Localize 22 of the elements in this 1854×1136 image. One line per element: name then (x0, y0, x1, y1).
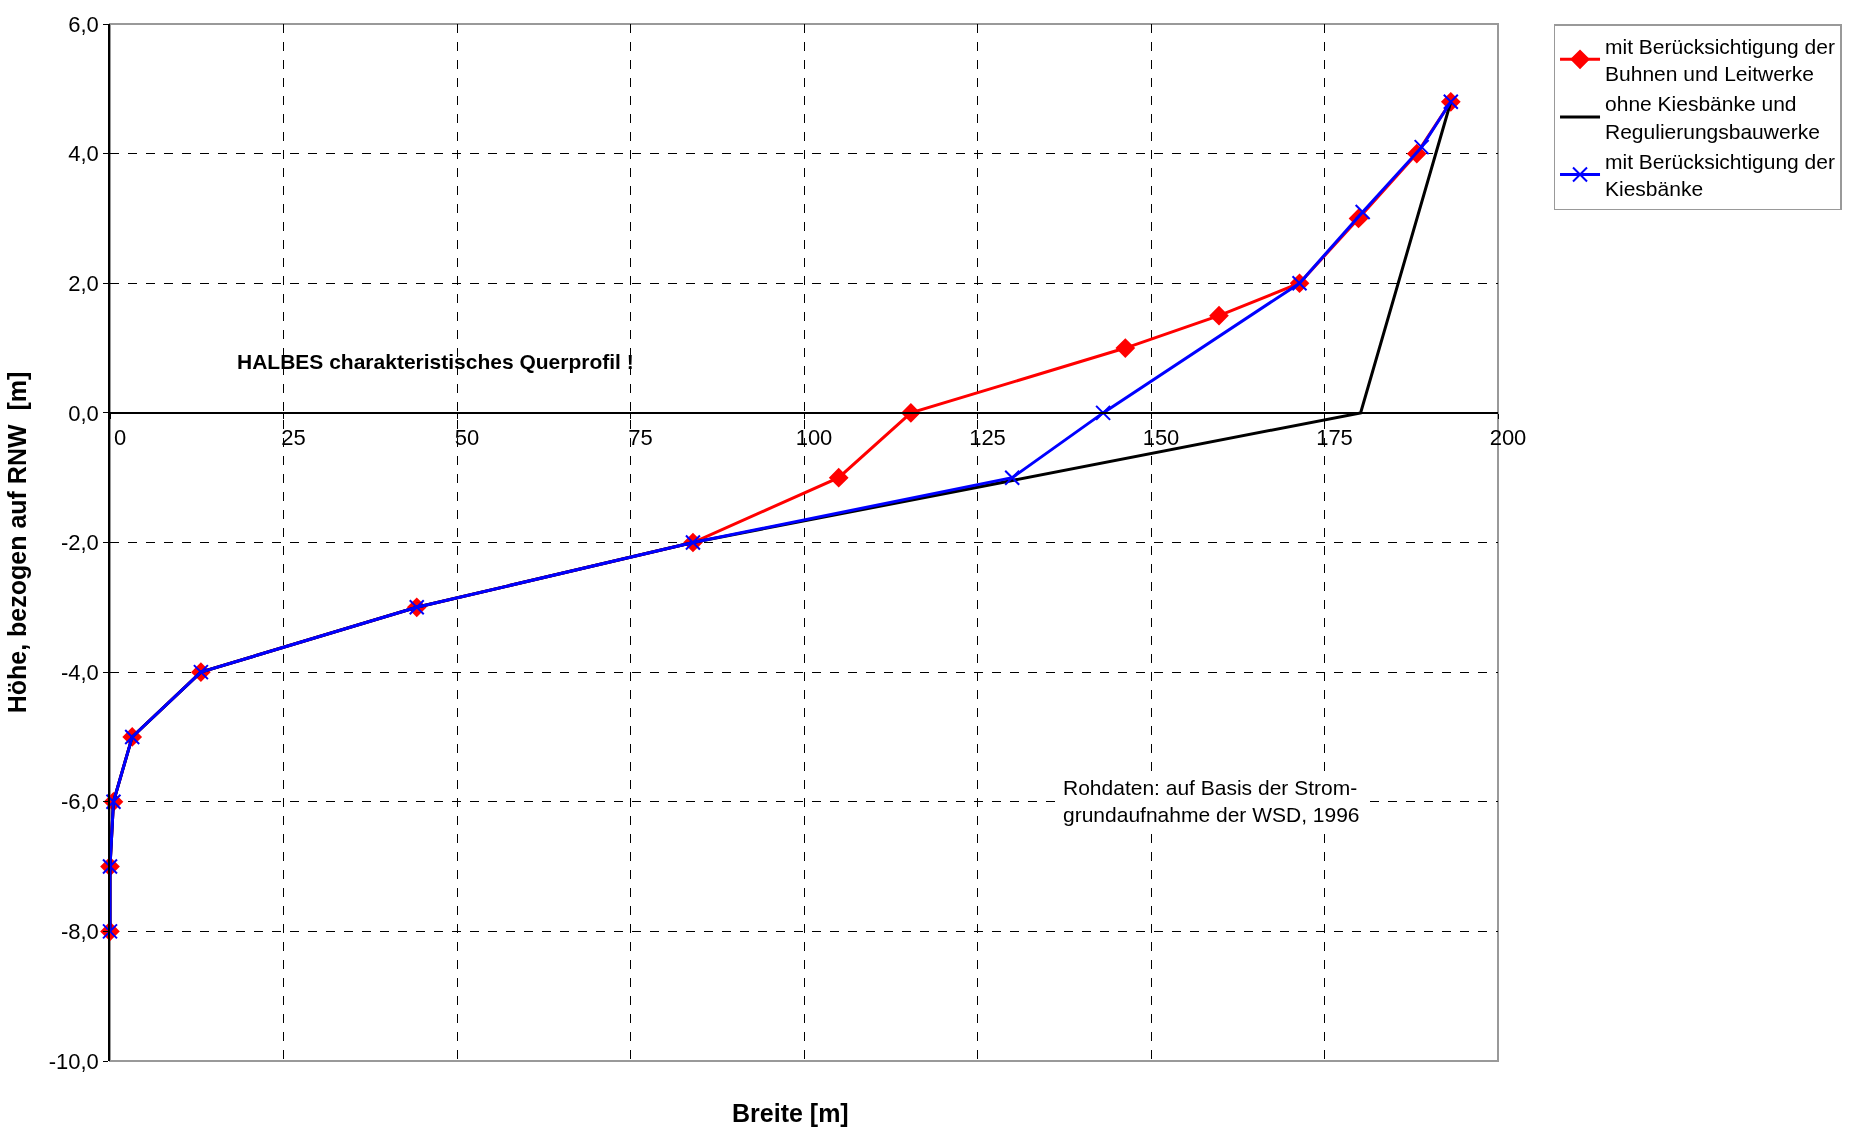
y-tick-label: 6,0 (68, 11, 99, 37)
y-tick-label: -2,0 (60, 530, 99, 556)
y-tick-label: 2,0 (68, 270, 99, 296)
y-tick-label: -8,0 (60, 919, 99, 945)
x-tick-label: 175 (1316, 425, 1353, 451)
y-tick-label: 4,0 (68, 141, 99, 167)
y-tick-label: 0,0 (68, 400, 99, 426)
y-tick-label: -10,0 (48, 1048, 99, 1074)
x-tick-label: 150 (1142, 425, 1180, 451)
x-tick-label: 100 (795, 425, 833, 451)
annotation: Rohdaten: auf Basis der Strom-grundaufnahme der WSD, 1996 (1063, 776, 1360, 827)
y-tick-label: -4,0 (60, 659, 99, 685)
x-tick-label: 75 (628, 425, 653, 451)
y-axis-title: Höhe, bezogen auf RNW [m] (2, 371, 31, 714)
legend-label: mit Berücksichtigung der Kiesbänke (1605, 150, 1835, 201)
x-tick-label: 50 (454, 425, 480, 451)
x-tick-label: 0 (113, 425, 127, 451)
x-tick-label: 25 (281, 425, 306, 451)
y-tick-label: -6,0 (60, 789, 99, 815)
x-tick-label: 200 (1489, 425, 1527, 451)
x-tick-label: 125 (969, 425, 1006, 451)
x-axis-title: Breite [m] (732, 1099, 849, 1127)
